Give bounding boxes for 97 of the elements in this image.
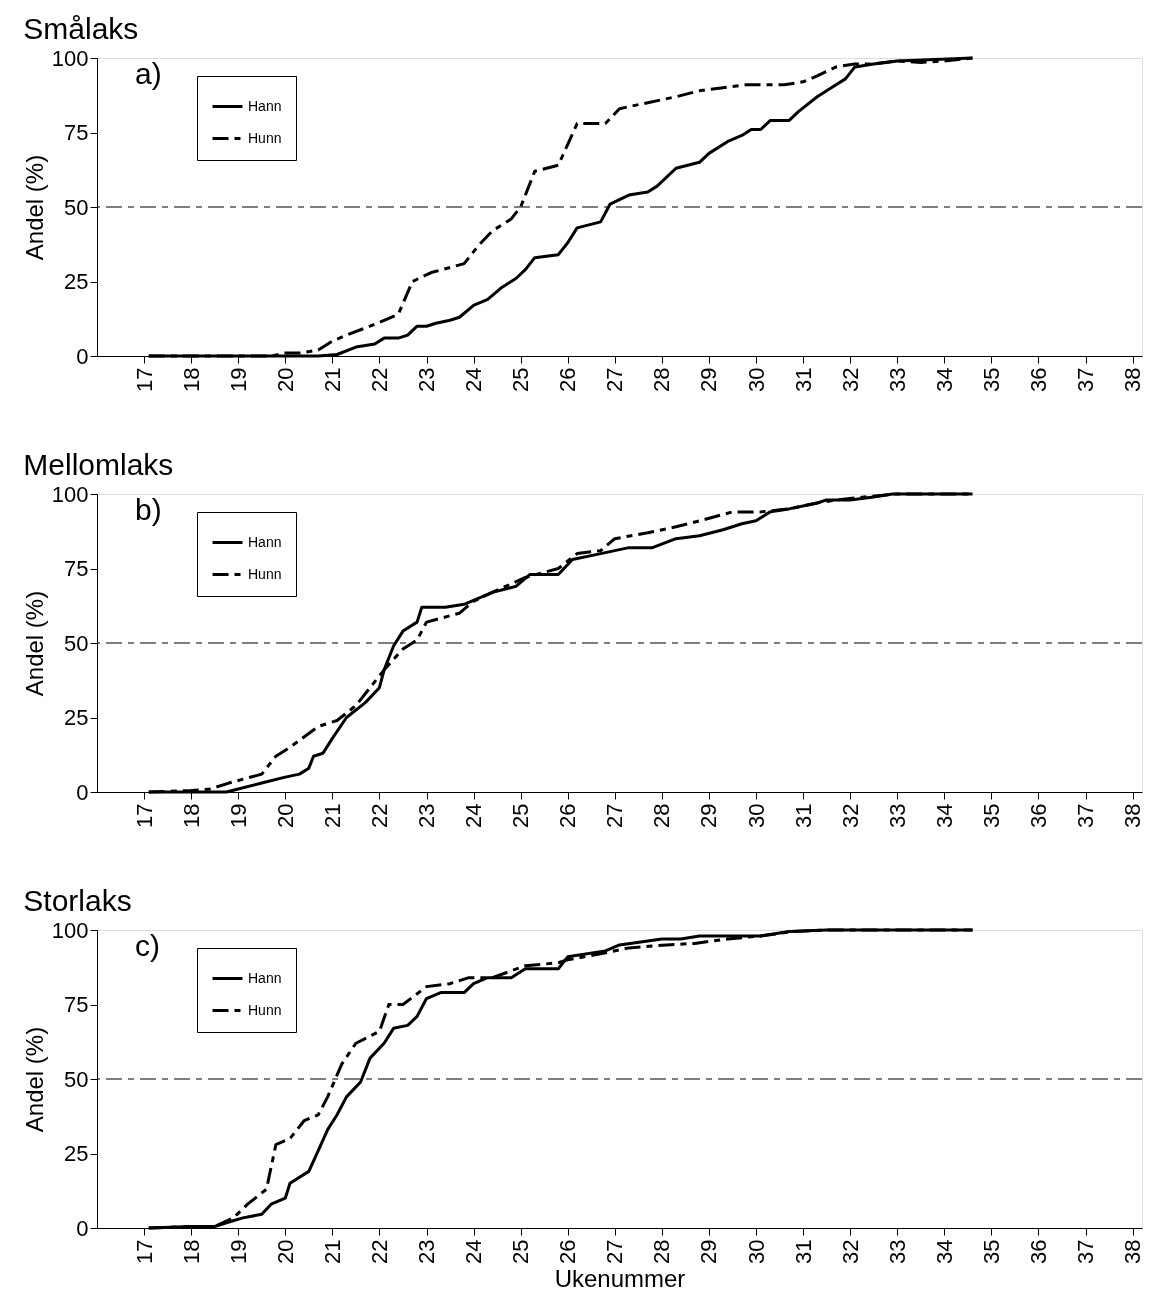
x-tick-label: 29 — [696, 367, 722, 392]
x-tick-label: 25 — [508, 1239, 534, 1264]
x-tick-label: 32 — [837, 1239, 863, 1264]
annotation: a) — [135, 57, 162, 90]
x-tick-label: 37 — [1073, 803, 1099, 828]
legend-label: Hann — [248, 969, 282, 986]
x-tick-label: 22 — [366, 367, 392, 392]
y-tick-label: 25 — [64, 705, 89, 730]
x-tick-label: 21 — [319, 367, 345, 392]
y-tick-label: 100 — [51, 917, 89, 943]
x-tick-label: 30 — [743, 803, 769, 828]
y-tick-label: 25 — [64, 269, 89, 294]
x-tick-label: 29 — [696, 803, 722, 828]
legend-label: Hann — [248, 97, 282, 114]
x-tick-label: 25 — [508, 367, 534, 392]
y-axis-title: Andel (%) — [20, 154, 48, 261]
y-tick-label: 50 — [64, 1066, 89, 1092]
x-tick-label: 22 — [366, 803, 392, 828]
x-tick-label: 19 — [225, 367, 251, 392]
x-tick-label: 31 — [790, 803, 816, 828]
y-tick-label: 75 — [64, 556, 89, 581]
x-tick-label: 27 — [602, 803, 628, 828]
x-tick-label: 33 — [884, 367, 910, 392]
x-tick-label: 20 — [272, 1239, 298, 1264]
legend-label: Hann — [248, 533, 282, 550]
x-tick-label: 34 — [931, 803, 957, 828]
legend-label: Hunn — [248, 565, 282, 582]
y-tick-label: 100 — [51, 45, 89, 71]
annotation: c) — [135, 929, 160, 962]
y-tick-label: 75 — [64, 992, 89, 1017]
x-tick-label: 31 — [790, 367, 816, 392]
x-tick-label: 27 — [602, 367, 628, 392]
y-tick-label: 50 — [64, 630, 89, 656]
x-tick-label: 32 — [837, 803, 863, 828]
x-tick-label: 26 — [555, 803, 581, 828]
x-axis-title: Ukenummer — [554, 1264, 686, 1292]
x-tick-label: 36 — [1025, 1239, 1051, 1264]
x-tick-label: 21 — [319, 1239, 345, 1264]
y-tick-label: 100 — [51, 481, 89, 507]
annotation: b) — [135, 493, 162, 526]
x-tick-label: 33 — [884, 1239, 910, 1264]
x-tick-label: 20 — [272, 367, 298, 392]
x-tick-label: 23 — [414, 367, 439, 392]
x-tick-label: 17 — [131, 803, 157, 828]
x-tick-label: 29 — [696, 1239, 722, 1264]
y-axis-title: Andel (%) — [20, 1026, 48, 1133]
x-tick-label: 24 — [461, 803, 487, 828]
x-tick-label: 32 — [837, 367, 863, 392]
x-tick-label: 34 — [931, 1239, 957, 1264]
x-tick-label: 26 — [555, 367, 581, 392]
x-tick-label: 35 — [978, 1239, 1004, 1264]
x-tick-label: 20 — [272, 803, 298, 828]
x-tick-label: 35 — [978, 367, 1004, 392]
x-tick-label: 37 — [1073, 1239, 1099, 1264]
x-tick-label: 26 — [555, 1239, 581, 1264]
x-tick-label: 17 — [131, 1239, 157, 1264]
x-tick-label: 30 — [743, 367, 769, 392]
x-tick-label: 31 — [790, 1239, 816, 1264]
x-tick-label: 28 — [649, 803, 675, 828]
x-tick-label: 18 — [178, 803, 204, 828]
chart-title: Smålaks — [23, 12, 139, 45]
x-tick-label: 36 — [1025, 367, 1051, 392]
x-tick-label: 24 — [461, 1239, 487, 1264]
x-tick-label: 33 — [884, 803, 910, 828]
x-tick-label: 28 — [649, 367, 675, 392]
x-tick-label: 34 — [931, 367, 957, 392]
x-tick-label: 35 — [978, 803, 1004, 828]
y-tick-label: 0 — [76, 1215, 89, 1241]
y-tick-label: 75 — [64, 120, 89, 145]
x-tick-label: 24 — [461, 367, 487, 392]
x-tick-label: 38 — [1120, 1239, 1146, 1264]
x-tick-label: 19 — [225, 1239, 251, 1264]
x-tick-label: 27 — [602, 1239, 628, 1264]
x-tick-label: 17 — [131, 367, 157, 392]
x-tick-label: 28 — [649, 1239, 675, 1264]
legend-label: Hunn — [248, 1001, 282, 1018]
x-tick-label: 23 — [414, 1239, 439, 1264]
x-tick-label: 19 — [225, 803, 251, 828]
x-tick-label: 18 — [178, 367, 204, 392]
chart-title: Mellomlaks — [23, 448, 174, 481]
x-tick-label: 37 — [1073, 367, 1099, 392]
y-tick-label: 0 — [76, 343, 89, 369]
y-tick-label: 50 — [64, 194, 89, 220]
y-tick-label: 0 — [76, 779, 89, 805]
y-axis-title: Andel (%) — [20, 590, 48, 697]
y-tick-label: 25 — [64, 1141, 89, 1166]
x-tick-label: 38 — [1120, 803, 1146, 828]
x-tick-label: 25 — [508, 803, 534, 828]
legend-label: Hunn — [248, 129, 282, 146]
x-tick-label: 23 — [414, 803, 439, 828]
x-tick-label: 38 — [1120, 367, 1146, 392]
x-tick-label: 22 — [366, 1239, 392, 1264]
x-tick-label: 30 — [743, 1239, 769, 1264]
x-tick-label: 36 — [1025, 803, 1051, 828]
x-tick-label: 21 — [319, 803, 345, 828]
chart-title: Storlaks — [23, 884, 132, 917]
x-tick-label: 18 — [178, 1239, 204, 1264]
